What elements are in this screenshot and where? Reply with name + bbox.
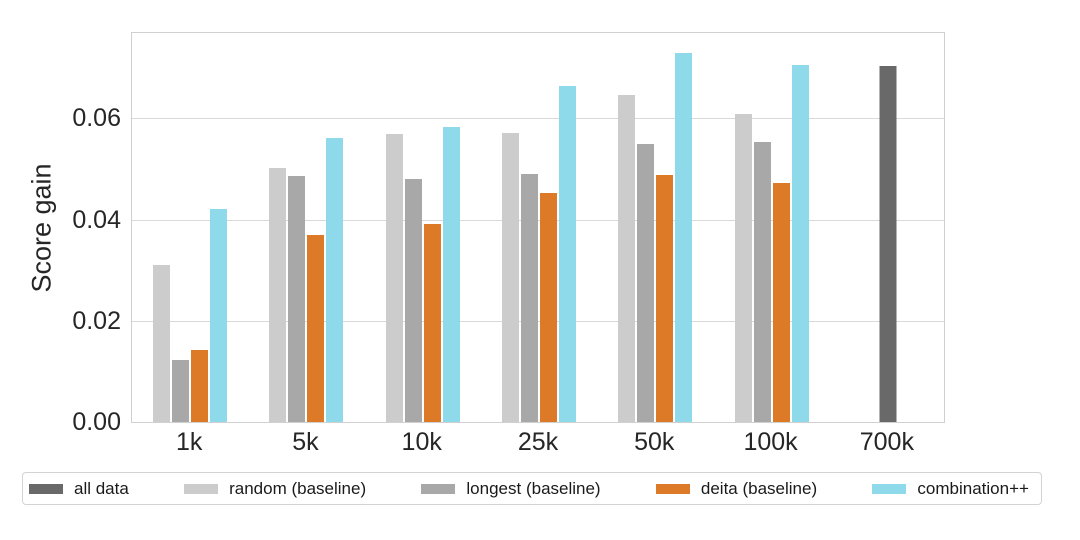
bar-group-1k xyxy=(153,209,228,422)
legend-swatch xyxy=(29,483,63,494)
gridline xyxy=(132,320,944,322)
bar-group-700k xyxy=(879,66,897,422)
bar-deita-baseline--100k xyxy=(772,183,790,422)
bar-all-data-700k xyxy=(879,66,897,422)
legend: all data random (baseline) longest (baseli… xyxy=(22,472,1042,505)
bar-combination++-1k xyxy=(210,209,228,422)
plot-area xyxy=(131,32,945,423)
y-tick-label: 0.02 xyxy=(72,307,121,335)
y-tick-label: 0.06 xyxy=(72,104,121,132)
bar-combination++-50k xyxy=(675,53,693,422)
legend-swatch xyxy=(872,483,907,494)
bar-deita-baseline--1k xyxy=(191,350,209,422)
legend-label: combination++ xyxy=(917,478,1029,498)
bar-random-baseline--50k xyxy=(618,95,636,422)
legend-swatch xyxy=(655,483,690,494)
legend-label: deita (baseline) xyxy=(700,478,818,498)
gridline xyxy=(132,219,944,221)
bar-deita-baseline--50k xyxy=(656,175,674,422)
x-tick-label-700k: 700k xyxy=(859,428,914,456)
bar-longest-baseline--50k xyxy=(637,144,655,422)
bar-deita-baseline--10k xyxy=(423,224,441,422)
bar-longest-baseline--100k xyxy=(753,142,771,422)
bar-longest-baseline--1k xyxy=(172,360,190,422)
x-tick-label-50k: 50k xyxy=(634,428,675,456)
legend-label: longest (baseline) xyxy=(466,478,601,498)
bar-combination++-10k xyxy=(442,127,460,422)
legend-swatch xyxy=(184,483,219,494)
bar-random-baseline--5k xyxy=(269,168,287,422)
y-tick-label: 0.00 xyxy=(72,408,121,436)
bar-combination++-25k xyxy=(559,86,576,422)
bar-deita-baseline--25k xyxy=(540,193,557,422)
bar-longest-baseline--5k xyxy=(288,176,306,422)
bar-random-baseline--10k xyxy=(385,134,403,422)
bar-group-100k xyxy=(734,65,809,422)
bar-random-baseline--100k xyxy=(734,114,752,422)
x-tick-label-100k: 100k xyxy=(743,428,798,456)
legend-entry-deita-baseline-: deita (baseline) xyxy=(655,478,818,499)
legend-entry-random-baseline-: random (baseline) xyxy=(184,479,366,499)
x-tick-label-5k: 5k xyxy=(292,428,319,456)
bar-deita-baseline--5k xyxy=(307,235,325,422)
bar-longest-baseline--25k xyxy=(521,174,538,422)
y-tick-label: 0.04 xyxy=(72,206,121,234)
legend-entry-all-data: all data xyxy=(29,479,129,499)
x-tick-label-25k: 25k xyxy=(517,428,559,456)
bar-group-25k xyxy=(502,86,576,422)
bar-group-5k xyxy=(269,138,344,422)
legend-swatch xyxy=(421,483,456,494)
x-tick-label-1k: 1k xyxy=(175,428,203,456)
bar-random-baseline--25k xyxy=(502,133,519,422)
bar-group-50k xyxy=(618,53,693,422)
bar-group-10k xyxy=(385,127,460,422)
x-tick-label-10k: 10k xyxy=(401,428,442,456)
bar-combination++-5k xyxy=(326,138,344,422)
legend-label: all data xyxy=(74,478,129,498)
legend-entry-combination++: combination++ xyxy=(872,479,1029,499)
bar-longest-baseline--10k xyxy=(404,179,422,422)
bar-random-baseline--1k xyxy=(153,265,171,422)
legend-entry-longest-baseline-: longest (baseline) xyxy=(421,478,601,499)
bar-combination++-100k xyxy=(791,65,809,422)
legend-label: random (baseline) xyxy=(229,478,367,498)
gridline xyxy=(132,117,944,119)
